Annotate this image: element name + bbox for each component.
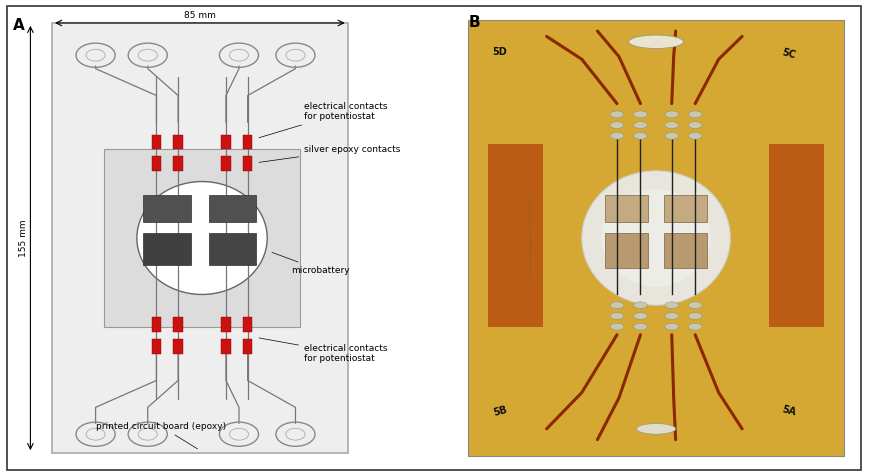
Bar (151, 156, 162, 171)
Bar (173, 317, 182, 332)
Text: 5B: 5B (492, 405, 508, 418)
Text: A: A (13, 18, 25, 32)
Text: printed circuit board (epoxy): printed circuit board (epoxy) (96, 422, 226, 449)
Ellipse shape (634, 132, 647, 139)
Ellipse shape (665, 323, 679, 330)
Bar (242, 339, 252, 354)
Bar (221, 317, 230, 332)
Ellipse shape (665, 111, 679, 118)
Ellipse shape (665, 122, 679, 129)
Ellipse shape (665, 302, 679, 308)
Text: 5A: 5A (780, 405, 797, 418)
Text: 85 mm: 85 mm (184, 11, 216, 20)
Ellipse shape (688, 313, 702, 319)
Ellipse shape (634, 313, 647, 319)
Ellipse shape (634, 111, 647, 118)
Bar (242, 135, 252, 149)
Bar (605, 233, 648, 268)
Text: electrical contacts
for potentiostat: electrical contacts for potentiostat (259, 102, 388, 138)
Bar (173, 156, 182, 171)
Bar (242, 317, 252, 332)
Ellipse shape (688, 302, 702, 308)
Bar (242, 156, 252, 171)
Bar (143, 195, 191, 222)
Bar (221, 135, 230, 149)
Text: B: B (468, 15, 480, 30)
Ellipse shape (688, 111, 702, 118)
Bar (209, 195, 256, 222)
Ellipse shape (634, 323, 647, 330)
Bar (221, 339, 230, 354)
Ellipse shape (610, 132, 624, 139)
Bar (221, 156, 230, 171)
Ellipse shape (634, 122, 647, 129)
Text: 5C: 5C (780, 47, 797, 60)
Text: 155 mm: 155 mm (19, 219, 29, 257)
Ellipse shape (137, 181, 268, 295)
Bar (605, 195, 648, 222)
Ellipse shape (610, 313, 624, 319)
Ellipse shape (688, 323, 702, 330)
Bar (173, 339, 182, 354)
Text: Frontier Research 1 06/2016: Frontier Research 1 06/2016 (528, 199, 534, 277)
Ellipse shape (610, 111, 624, 118)
Bar (104, 149, 300, 327)
Bar (151, 135, 162, 149)
Bar (488, 144, 542, 327)
Ellipse shape (610, 302, 624, 308)
Bar (151, 339, 162, 354)
Ellipse shape (688, 122, 702, 129)
Bar (770, 144, 824, 327)
Bar (143, 233, 191, 265)
Text: electrical contacts
for potentiostat: electrical contacts for potentiostat (259, 338, 388, 363)
Ellipse shape (629, 35, 684, 49)
Ellipse shape (582, 171, 730, 305)
Bar (664, 195, 707, 222)
Ellipse shape (636, 424, 676, 434)
Bar (173, 135, 182, 149)
Bar (151, 317, 162, 332)
Bar (209, 233, 256, 265)
Text: 5D: 5D (492, 47, 507, 57)
Ellipse shape (610, 122, 624, 129)
Ellipse shape (665, 313, 679, 319)
Bar (664, 233, 707, 268)
Ellipse shape (610, 323, 624, 330)
Ellipse shape (634, 302, 647, 308)
Ellipse shape (688, 132, 702, 139)
Ellipse shape (665, 132, 679, 139)
Bar (52, 23, 348, 453)
Text: silver epoxy contacts: silver epoxy contacts (259, 145, 401, 162)
Ellipse shape (601, 189, 711, 287)
Text: microbattery: microbattery (272, 252, 349, 275)
